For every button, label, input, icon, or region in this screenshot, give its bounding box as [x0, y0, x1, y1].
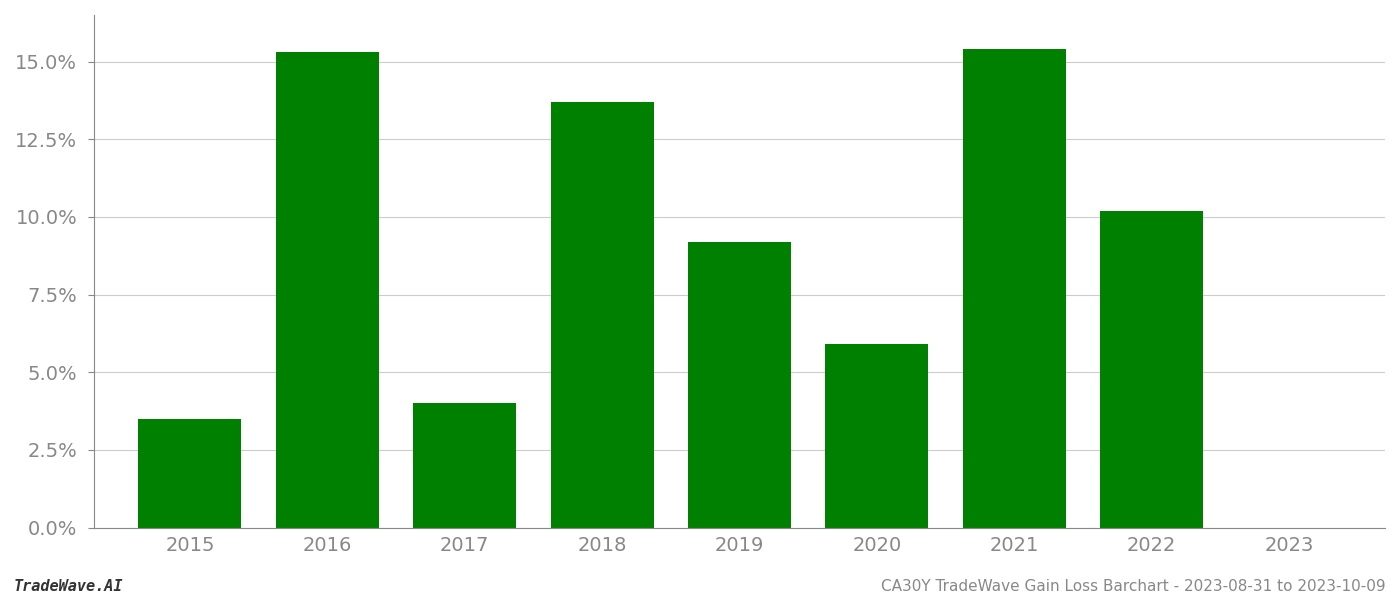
Bar	[963, 49, 1065, 527]
Bar	[687, 242, 791, 527]
Bar	[276, 52, 379, 527]
Bar	[139, 419, 241, 527]
Text: CA30Y TradeWave Gain Loss Barchart - 2023-08-31 to 2023-10-09: CA30Y TradeWave Gain Loss Barchart - 202…	[882, 579, 1386, 594]
Bar	[413, 403, 517, 527]
Bar	[825, 344, 928, 527]
Text: TradeWave.AI: TradeWave.AI	[14, 579, 123, 594]
Bar	[550, 102, 654, 527]
Bar	[1100, 211, 1203, 527]
